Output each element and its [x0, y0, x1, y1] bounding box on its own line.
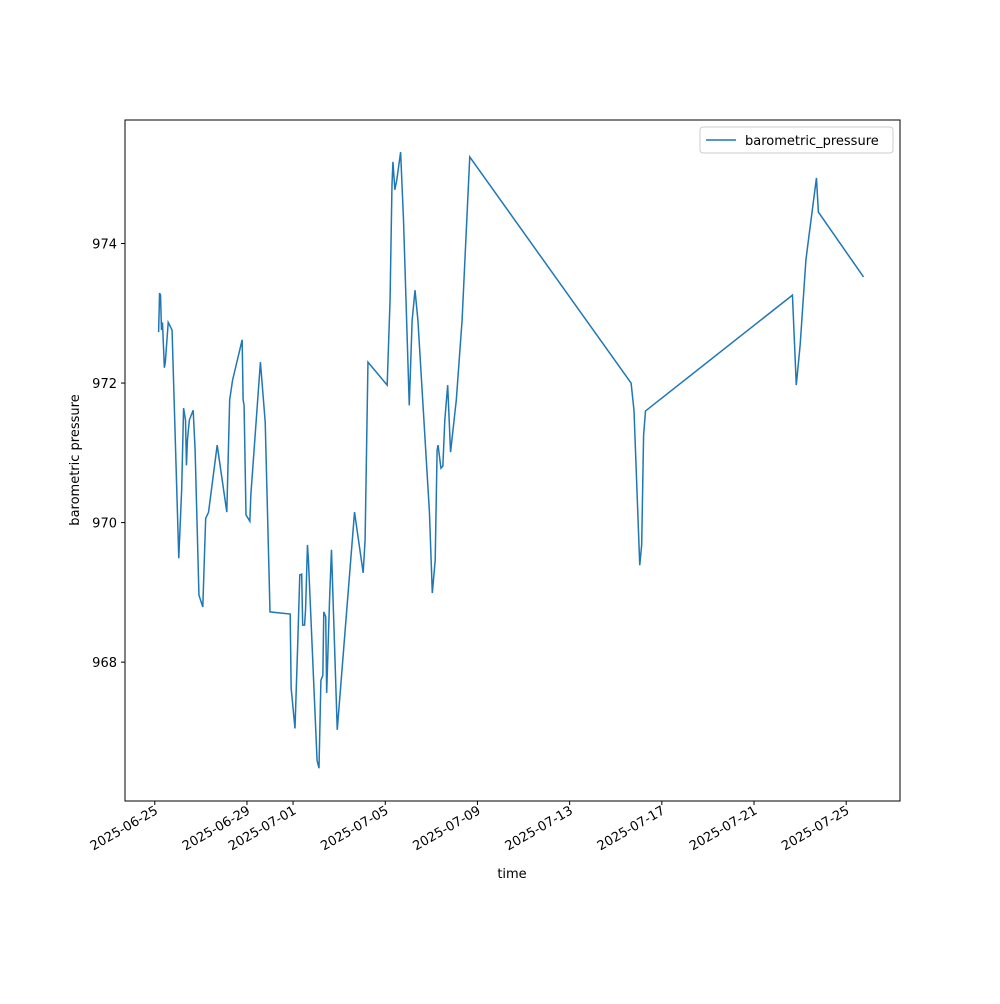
line-series [157, 151, 865, 769]
y-tick-label: 968 [92, 656, 117, 671]
y-tick-label: 974 [92, 238, 117, 253]
x-tick-label: 2025-07-17 [595, 803, 668, 854]
plot-frame [124, 119, 901, 802]
x-axis-label: time [497, 867, 526, 882]
x-tick-label: 2025-07-05 [318, 803, 391, 854]
x-tick-label: 2025-07-13 [503, 803, 576, 854]
y-axis-label: barometric pressure [68, 394, 83, 525]
legend-box [699, 126, 894, 154]
x-tick-label: 2025-07-09 [411, 803, 484, 854]
y-tick-label: 970 [92, 517, 117, 532]
x-tick-label: 2025-07-25 [779, 803, 852, 854]
y-tick-label: 972 [92, 377, 117, 392]
x-tick-label: 2025-06-25 [88, 803, 161, 854]
legend-label: barometric_pressure [745, 134, 879, 149]
x-tick-label: 2025-07-21 [687, 803, 760, 854]
